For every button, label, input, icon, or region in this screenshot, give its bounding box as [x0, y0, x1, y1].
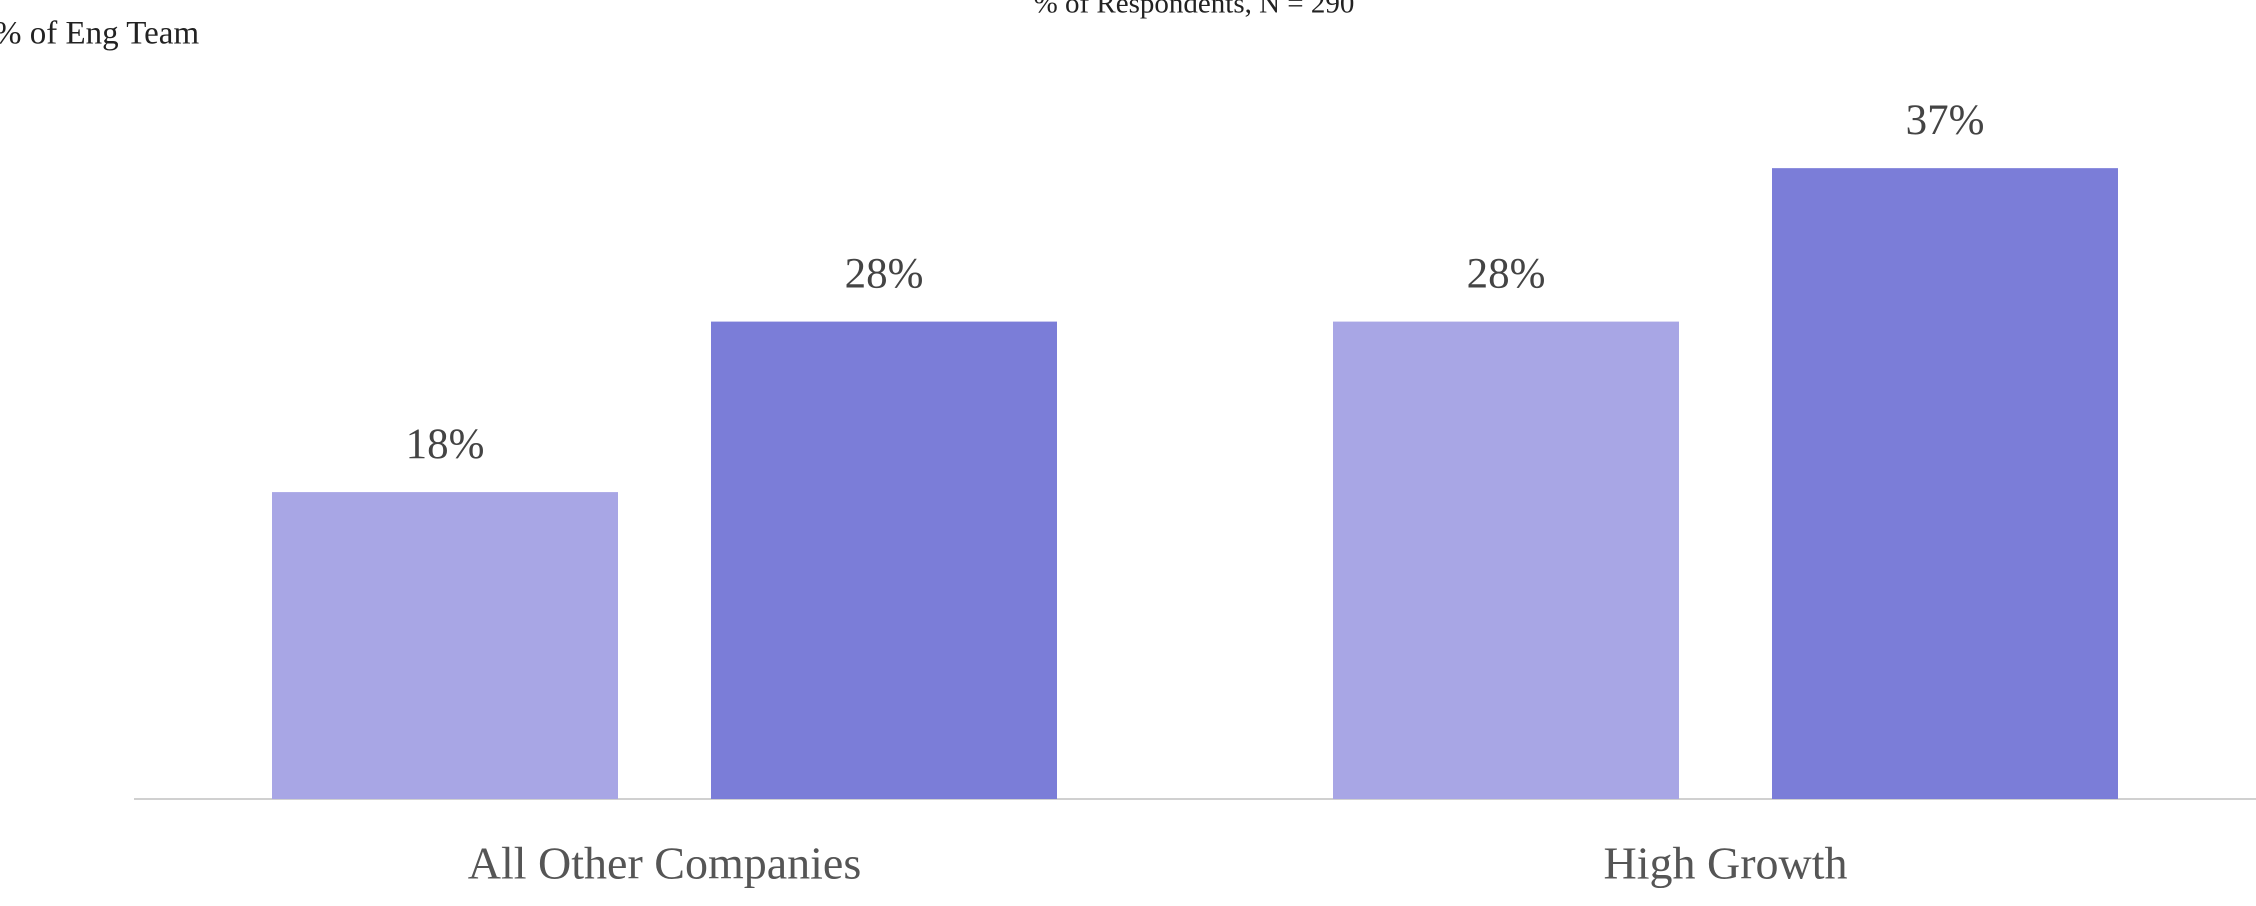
chart-title: % of Respondents, N = 290 [1034, 0, 1355, 20]
bar [1333, 321, 1679, 799]
bar [711, 321, 1057, 799]
value-label: 37% [1906, 97, 1985, 144]
value-label: 18% [406, 421, 485, 468]
x-tick-label: High Growth [1603, 838, 1847, 889]
y-axis-label: % of Eng Team [0, 16, 199, 52]
value-label: 28% [845, 250, 924, 297]
bar [272, 492, 618, 799]
value-label: 28% [1467, 250, 1546, 297]
x-tick-label: All Other Companies [468, 838, 862, 889]
bar [1772, 168, 2118, 799]
